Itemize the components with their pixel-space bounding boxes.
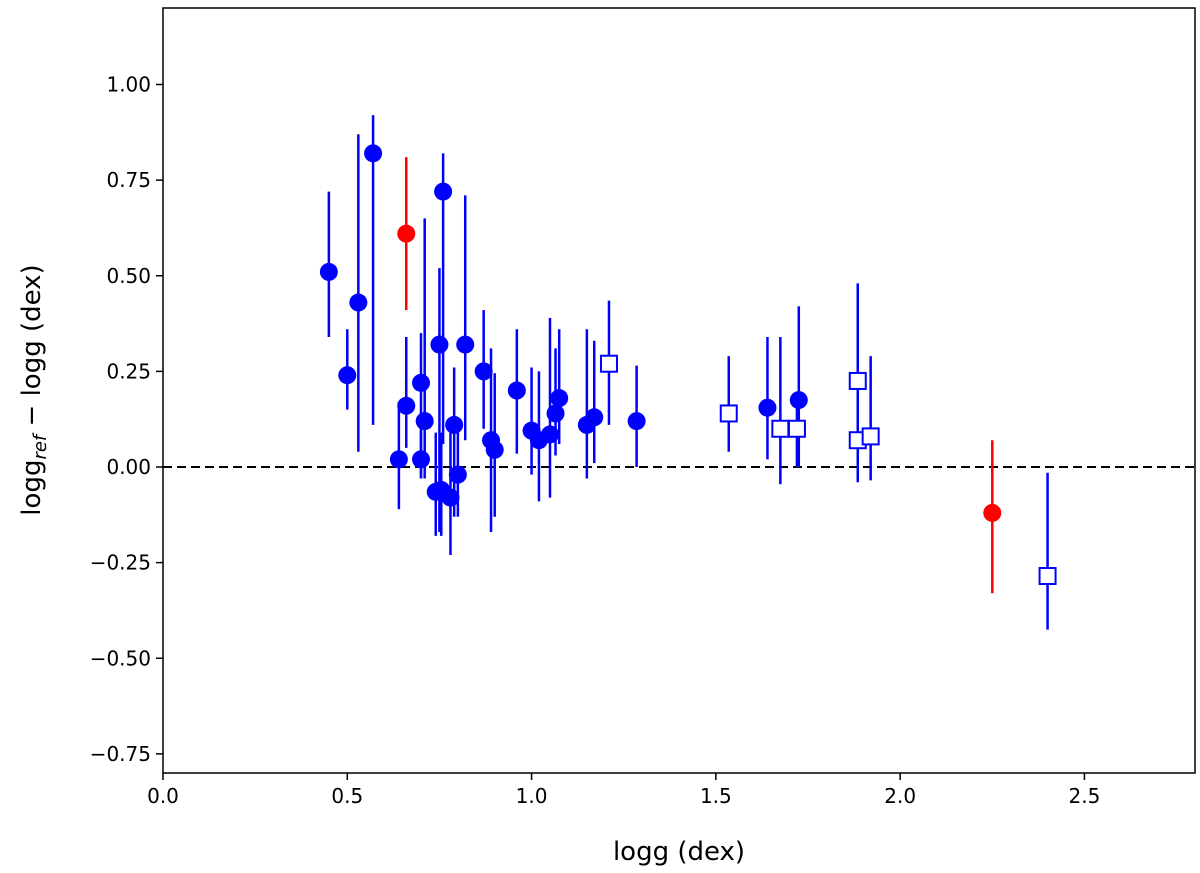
- data-point-circle: [415, 412, 434, 431]
- y-tick-label: −0.25: [90, 551, 151, 575]
- x-tick-label: 1.0: [516, 784, 548, 808]
- data-point-circle: [550, 389, 569, 408]
- plot-frame: [162, 7, 1196, 774]
- x-tick-label: 0.5: [331, 784, 363, 808]
- data-point-circle: [507, 381, 526, 400]
- x-tick-label: 0.0: [147, 784, 179, 808]
- x-axis-label: logg (dex): [613, 837, 745, 867]
- data-point-circle: [474, 362, 493, 381]
- x-tick-label: 2.0: [884, 784, 916, 808]
- y-tick-label: −0.50: [90, 646, 151, 670]
- plot-marks: [163, 115, 1195, 630]
- y-label-rest: − logg (dex): [17, 264, 47, 434]
- x-tick-label: 2.5: [1069, 784, 1101, 808]
- data-point-circle: [789, 391, 808, 410]
- data-point-circle: [397, 396, 416, 415]
- y-axis-label: loggref − logg (dex): [17, 264, 51, 515]
- data-point-square: [599, 354, 618, 373]
- y-tick-label: 0.50: [106, 264, 151, 288]
- y-tick-label: 0.25: [106, 359, 151, 383]
- data-point-circle: [349, 293, 368, 312]
- y-label-subscript: ref: [30, 432, 51, 459]
- data-point-circle: [319, 262, 338, 281]
- data-point-circle: [338, 366, 357, 385]
- axis-ticks: 0.0 0.5 1.0 1.5 2.0 2.5 1.00 0.75 0.50 0.25 0.00 −0…: [90, 73, 1101, 809]
- data-point-circle: [456, 335, 475, 354]
- data-point-circle: [758, 398, 777, 417]
- data-point-square: [861, 427, 880, 446]
- data-point-square: [771, 419, 790, 438]
- data-point-square: [1038, 567, 1057, 586]
- y-tick-label: 0.75: [106, 168, 151, 192]
- data-point-square: [848, 371, 867, 390]
- data-point-circle: [364, 144, 383, 163]
- data-point-circle: [434, 182, 453, 201]
- data-point-circle: [541, 425, 559, 444]
- data-point-square: [787, 419, 806, 438]
- data-point-square: [719, 404, 738, 423]
- x-tick-label: 1.5: [700, 784, 732, 808]
- y-tick-label: 0.00: [106, 455, 151, 479]
- data-point-circle: [546, 404, 565, 423]
- y-label-main: logg: [17, 460, 47, 516]
- data-point-circle: [585, 408, 604, 427]
- data-point-circle: [412, 450, 430, 469]
- data-point-circle: [430, 335, 449, 354]
- y-tick-label: 1.00: [106, 73, 151, 97]
- y-tick-label: −0.75: [90, 742, 151, 766]
- data-point-circle: [441, 488, 460, 507]
- data-point-circle: [397, 224, 416, 243]
- data-point-circle: [627, 412, 646, 431]
- data-point-circle: [448, 465, 467, 484]
- data-point-circle: [983, 503, 1002, 522]
- data-point-circle: [485, 440, 504, 459]
- data-point-circle: [389, 450, 408, 469]
- data-point-circle: [412, 373, 430, 392]
- data-point-circle: [445, 415, 464, 434]
